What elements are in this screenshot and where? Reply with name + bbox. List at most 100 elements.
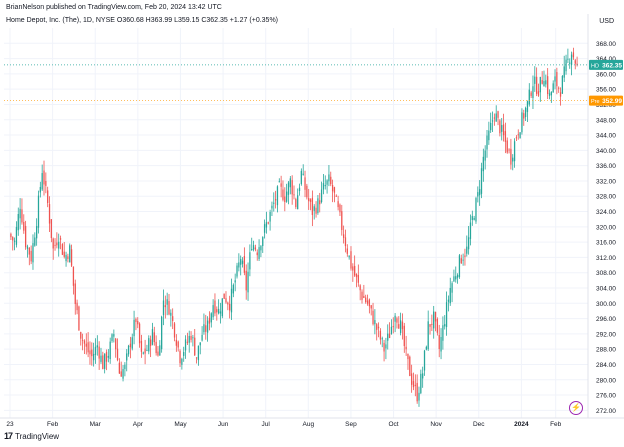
candle-body (352, 266, 354, 271)
candle-body (436, 319, 439, 333)
candle-body (56, 242, 58, 246)
candle-body (335, 195, 337, 197)
lightning-icon[interactable]: ⚡ (569, 401, 583, 415)
candle-body (286, 191, 288, 202)
candle-body (467, 237, 470, 250)
candle-body (405, 346, 407, 350)
candle-body (195, 357, 198, 359)
price-tag-symbol: HD (591, 63, 599, 69)
candle-body (263, 224, 266, 233)
candle-body (92, 353, 95, 361)
candle-body (120, 371, 122, 377)
candle-body (24, 225, 27, 248)
candle-body (355, 273, 358, 278)
candle-body (65, 254, 67, 262)
candle-body (508, 149, 510, 151)
candle-body (313, 206, 315, 211)
y-tick-label: 312.00 (596, 255, 616, 262)
candle-body (105, 352, 108, 362)
x-tick-label: Oct (388, 421, 398, 428)
candle-body (499, 120, 501, 134)
candle-body (464, 255, 466, 257)
x-tick-label: 23 (6, 421, 14, 428)
candle-body (479, 189, 481, 196)
candle-body (129, 343, 132, 348)
candle-body (462, 259, 464, 261)
x-tick-label: Jul (262, 421, 271, 428)
price-tag (589, 95, 623, 106)
candle-body (401, 321, 404, 330)
candle-body (100, 355, 102, 362)
price-tag-value: 352.99 (602, 98, 622, 105)
candle-body (475, 198, 477, 222)
candle-body (524, 107, 527, 118)
candle-body (517, 134, 519, 136)
candle-body (526, 101, 529, 112)
candle-body (190, 335, 192, 340)
candle-body (326, 180, 328, 185)
candle-body (530, 92, 532, 96)
candle-body (561, 76, 564, 94)
candle-body (297, 195, 299, 210)
candle-body (54, 244, 56, 246)
candle-body (140, 340, 143, 352)
candle-body (394, 315, 396, 322)
candle-body (341, 211, 343, 231)
candle-body (422, 373, 424, 379)
candle-body (216, 309, 218, 313)
candle-body (10, 233, 12, 238)
candle-body (252, 245, 255, 250)
y-tick-label: 344.00 (596, 133, 616, 140)
brand-text: TradingView (15, 431, 60, 441)
candle-body (230, 288, 233, 313)
candle-body (482, 156, 484, 172)
candle-body (251, 249, 253, 251)
candle-body (376, 324, 378, 330)
candle-body (512, 157, 514, 162)
candle-body (423, 350, 426, 371)
candle-body (333, 187, 336, 193)
candle-body (414, 384, 416, 386)
candle-body (83, 340, 86, 344)
candle-body (390, 326, 393, 334)
y-tick-label: 336.00 (596, 163, 616, 170)
candle-body (365, 297, 367, 303)
candle-body (127, 345, 130, 355)
candle-body (122, 369, 124, 379)
footer-brand[interactable]: 17 TradingView (4, 431, 59, 441)
candles (10, 47, 578, 407)
candle-body (425, 346, 427, 350)
candle-body (563, 66, 565, 78)
candle-body (280, 183, 282, 187)
y-tick-label: 276.00 (596, 393, 616, 400)
tradingview-logo-icon: 17 (4, 431, 13, 441)
candle-body (392, 326, 394, 328)
candle-body (488, 130, 490, 141)
candle-body (149, 339, 152, 346)
candle-body (227, 302, 229, 305)
candle-body (412, 381, 415, 388)
candle-body (161, 316, 163, 350)
candle-body (146, 349, 148, 351)
publish-info: BrianNelson published on TradingView.com… (6, 4, 222, 11)
candle-body (344, 237, 347, 247)
candle-body (179, 350, 181, 364)
candle-body (535, 76, 538, 94)
candle-body (254, 247, 257, 250)
candle-body (113, 334, 115, 337)
candle-body (76, 302, 78, 311)
candle-body (447, 299, 450, 302)
candle-body (366, 300, 369, 304)
candle-body (385, 344, 387, 349)
candle-body (308, 198, 310, 202)
candle-body (368, 299, 371, 307)
candle-body (539, 76, 541, 93)
candle-body (258, 247, 260, 259)
candle-body (570, 54, 573, 65)
candle-body (330, 176, 332, 185)
y-tick-label: 284.00 (596, 362, 616, 369)
candle-body (449, 287, 451, 304)
candle-body (559, 92, 562, 97)
candle-body (48, 204, 51, 224)
